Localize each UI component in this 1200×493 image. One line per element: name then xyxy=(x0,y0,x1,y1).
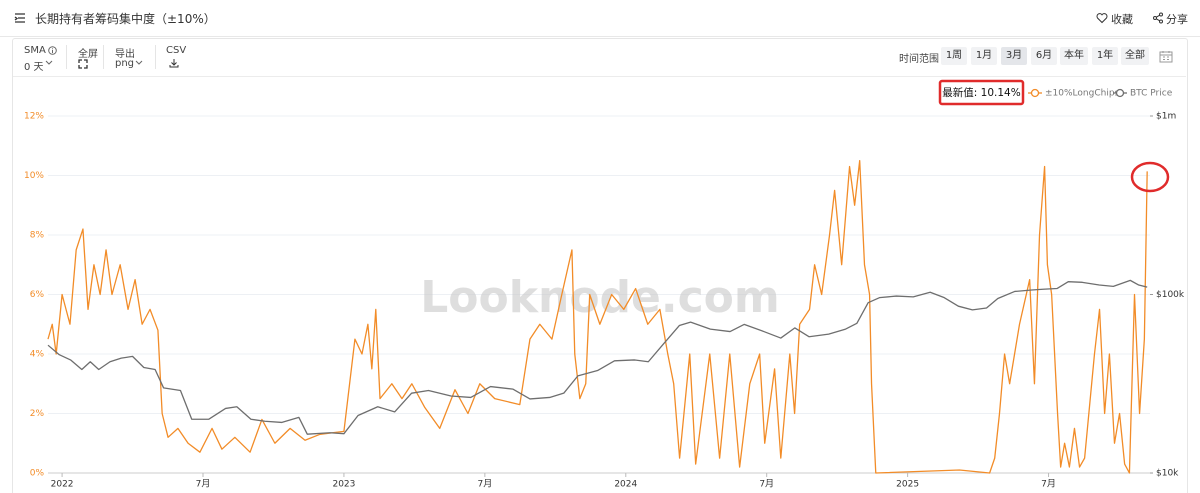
csv-label[interactable]: CSV xyxy=(166,45,187,56)
y-tick-label: 12% xyxy=(24,112,44,122)
x-tick-label: 2022 xyxy=(51,480,74,490)
legend-swatch xyxy=(1030,88,1040,98)
range-button[interactable]: 6月 xyxy=(1031,47,1057,65)
sma-label: SMA xyxy=(24,45,46,56)
y-tick-label: 8% xyxy=(30,231,45,241)
y2-tick-label: $10k xyxy=(1156,469,1179,479)
range-button[interactable]: 1周 xyxy=(941,47,967,65)
y-tick-label: 4% xyxy=(30,350,45,360)
range-button[interactable]: 本年 xyxy=(1060,47,1088,65)
export-label: 导出 xyxy=(115,49,135,60)
x-tick-label: 2025 xyxy=(896,480,919,490)
series-line xyxy=(47,159,1148,474)
toolbar-divider xyxy=(13,76,1186,77)
share-icon[interactable] xyxy=(1152,12,1164,24)
fullscreen-icon[interactable] xyxy=(78,59,88,69)
axes: 0% 2% 4% 6% 8% 10% 12% $10k $100k $1m 2022 7月 2023 7月… xyxy=(24,112,1185,490)
sma-select[interactable]: 0 天 xyxy=(24,62,44,73)
x-tick-label: 7月 xyxy=(196,479,211,490)
y-tick-label: 6% xyxy=(30,290,45,300)
legend-swatch xyxy=(1115,88,1125,98)
export-format-select[interactable]: png xyxy=(115,58,135,69)
watermark: Looknode.com xyxy=(420,272,780,323)
header xyxy=(0,0,1200,37)
legend-label: ±10%LongChips xyxy=(1045,89,1120,99)
separator xyxy=(155,45,156,69)
x-tick-label: 7月 xyxy=(477,479,492,490)
chevron xyxy=(45,60,53,65)
chart-card xyxy=(12,38,1188,493)
legend-label: BTC Price xyxy=(1130,89,1173,99)
separator xyxy=(66,45,67,69)
y-tick-label: 2% xyxy=(30,409,45,419)
y-tick-label: 0% xyxy=(30,469,45,479)
separator xyxy=(103,45,104,69)
range-button[interactable]: 全部 xyxy=(1121,47,1149,65)
y-tick-label: 10% xyxy=(24,171,44,181)
x-tick-label: 7月 xyxy=(1041,479,1056,490)
y2-tick-label: $100k xyxy=(1156,290,1185,300)
page-title: 长期持有者筹码集中度（±10%） xyxy=(35,12,216,26)
menu-icon[interactable] xyxy=(14,12,26,24)
range-button[interactable]: 3月 xyxy=(1001,47,1027,65)
x-tick-label: 2024 xyxy=(614,480,637,490)
chevron xyxy=(135,60,143,65)
favorite-button[interactable]: 收藏 xyxy=(1111,13,1133,26)
info-icon xyxy=(48,46,57,55)
range-button[interactable]: 1月 xyxy=(971,47,997,65)
range-label: 时间范围 xyxy=(899,54,939,65)
series-line xyxy=(47,279,1148,435)
latest-value-annotation: 最新值: 10.14% xyxy=(942,86,1020,99)
x-tick-label: 7月 xyxy=(759,479,774,490)
fullscreen-label[interactable]: 全屏 xyxy=(78,49,98,60)
heart-icon[interactable] xyxy=(1096,12,1108,24)
download-icon[interactable] xyxy=(169,58,179,68)
highlight-circle xyxy=(1130,161,1170,193)
x-tick-label: 2023 xyxy=(332,480,355,490)
y2-tick-label: $1m xyxy=(1156,112,1176,122)
calendar-icon[interactable] xyxy=(1159,50,1173,63)
range-button[interactable]: 1年 xyxy=(1092,47,1118,65)
share-button[interactable]: 分享 xyxy=(1166,13,1188,26)
highlight-box xyxy=(938,79,1025,106)
